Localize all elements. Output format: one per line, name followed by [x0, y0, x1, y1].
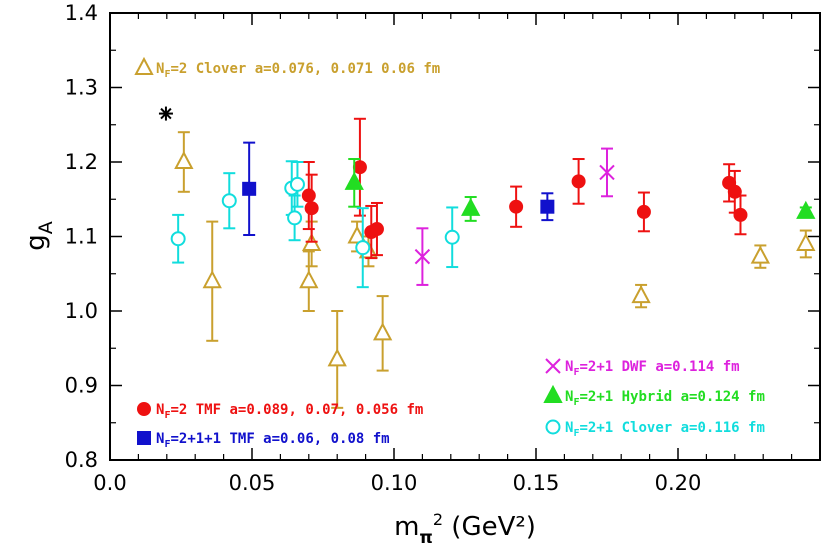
data-point [599, 164, 615, 181]
x-axis-title: mπ2 (GeV²) [394, 510, 536, 548]
x-tick-label: 0.05 [229, 471, 276, 495]
y-tick-label: 1.2 [65, 150, 98, 174]
legend-label: NF=2 Clover a=0.076, 0.071 0.06 fm [156, 61, 440, 80]
series-2 [242, 141, 555, 237]
data-point [287, 210, 303, 226]
data-point [509, 199, 524, 214]
data-point [344, 171, 364, 190]
data-point [636, 204, 651, 219]
legend-entry-4: NF=2+1 Hybrid a=0.124 fm [543, 384, 765, 408]
x-tick-label: 0.10 [371, 471, 418, 495]
data-point [369, 222, 384, 237]
legend-marker [134, 56, 154, 75]
axis-tick-labels: 0.0 0.05 0.10 0.15 0.20 0.8 0.9 1.0 1.1 1.2 1.3 1.4 [65, 1, 702, 495]
data-point [796, 232, 816, 251]
star-marker [158, 106, 173, 121]
series-1 [301, 117, 748, 260]
legend-entry-1: NF=2 TMF a=0.089, 0.07, 0.056 fm [137, 402, 423, 421]
x-tick-label: 0.0 [93, 471, 126, 495]
series-3 [414, 147, 615, 286]
data-point [170, 231, 186, 247]
axis-ticks [109, 12, 821, 461]
data-point [352, 160, 367, 175]
legend: NF=2 Clover a=0.076, 0.071 0.06 fm NF=2 T… [134, 56, 765, 450]
data-point [461, 197, 481, 216]
series-4 [344, 158, 816, 222]
y-tick-label: 0.8 [65, 448, 98, 472]
legend-entry-0: NF=2 Clover a=0.076, 0.071 0.06 fm [134, 56, 440, 80]
data-point [289, 176, 305, 192]
data-point [301, 188, 316, 203]
x-tick-label: 0.20 [655, 471, 702, 495]
y-tick-label: 1.4 [65, 1, 98, 25]
data-point [327, 348, 347, 367]
data-point [242, 181, 257, 196]
data-point [733, 207, 748, 222]
y-tick-label: 1.0 [65, 299, 98, 323]
y-tick-label: 1.1 [65, 225, 98, 249]
data-point [631, 284, 651, 304]
data-point [355, 240, 371, 256]
legend-label: NF=2+1 DWF a=0.114 fm [565, 359, 740, 378]
data-point [444, 229, 460, 245]
data-point [174, 150, 194, 169]
y-tick-label: 0.9 [65, 374, 98, 398]
data-point [796, 200, 816, 219]
series-layer [158, 106, 816, 409]
y-axis-title-text: gA [21, 221, 57, 251]
data-point [347, 225, 367, 244]
legend-marker [545, 419, 561, 435]
data-point [304, 201, 319, 216]
data-point [299, 270, 319, 289]
legend-label: NF=2 TMF a=0.089, 0.07, 0.056 fm [156, 402, 423, 421]
x-tick-label: 0.15 [513, 471, 560, 495]
y-tick-label: 1.3 [65, 76, 98, 100]
legend-label: NF=2+1 Clover a=0.116 fm [565, 420, 765, 439]
data-point [571, 174, 586, 189]
legend-entry-3: NF=2+1 DWF a=0.114 fm [545, 358, 740, 378]
legend-marker [137, 402, 151, 416]
legend-marker [545, 358, 561, 374]
legend-entry-5: NF=2+1 Clover a=0.116 fm [545, 419, 765, 439]
data-point [414, 248, 431, 265]
data-point [540, 199, 555, 214]
series-5 [170, 160, 460, 289]
legend-label: NF=2+1+1 TMF a=0.06, 0.08 fm [156, 431, 390, 450]
legend-marker [137, 431, 151, 445]
legend-marker [543, 384, 563, 403]
data-point [202, 270, 222, 289]
legend-label: NF=2+1 Hybrid a=0.124 fm [565, 389, 765, 408]
y-axis-title: gA [21, 221, 57, 251]
data-point [221, 193, 237, 209]
legend-entry-2: NF=2+1+1 TMF a=0.06, 0.08 fm [137, 431, 390, 450]
data-point [372, 322, 393, 341]
data-point [750, 245, 771, 264]
